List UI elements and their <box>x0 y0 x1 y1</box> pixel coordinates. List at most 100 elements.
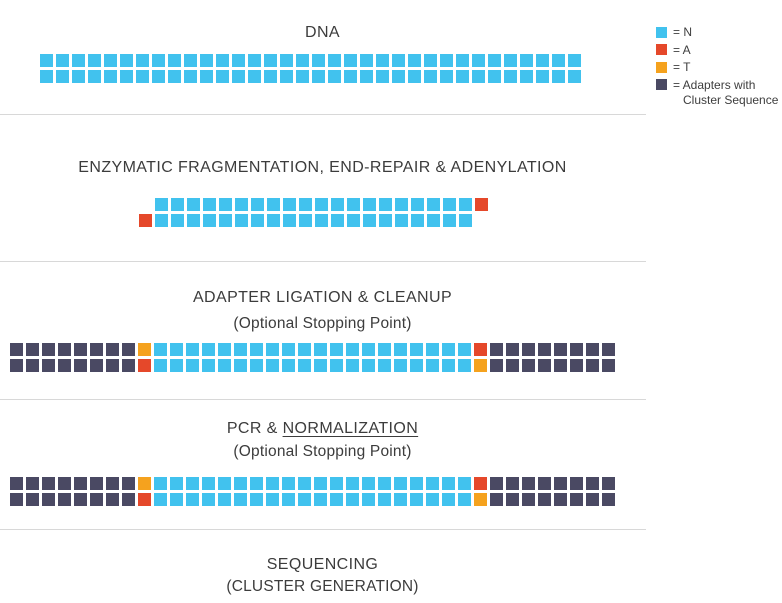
sequence-row <box>10 343 615 356</box>
base-square-n <box>568 70 581 83</box>
section-title-fragmentation: ENZYMATIC FRAGMENTATION, END-REPAIR & AD… <box>78 159 567 176</box>
base-square-n <box>184 54 197 67</box>
legend-label: = N <box>673 25 693 39</box>
base-square-n <box>186 343 199 356</box>
base-square-n <box>154 343 167 356</box>
base-square-ad <box>490 477 503 490</box>
ligation-sequence-rows <box>10 343 615 375</box>
base-square-ad <box>602 343 615 356</box>
base-square-n <box>219 214 232 227</box>
base-square-ad <box>122 477 135 490</box>
base-square-n <box>346 477 359 490</box>
base-square-n <box>104 54 117 67</box>
base-square-n <box>168 54 181 67</box>
base-square-ad <box>554 477 567 490</box>
base-square-n <box>330 343 343 356</box>
base-square-n <box>202 343 215 356</box>
base-square-n <box>170 493 183 506</box>
base-square-n <box>328 54 341 67</box>
base-square-ad <box>90 477 103 490</box>
legend-swatch-t <box>656 61 667 73</box>
section-divider <box>0 114 646 115</box>
base-square-n <box>520 54 533 67</box>
legend-swatch-a <box>656 44 667 56</box>
base-square-n <box>40 70 53 83</box>
base-square-n <box>458 493 471 506</box>
base-square-ad <box>506 343 519 356</box>
base-square-ad <box>90 359 103 372</box>
base-square-n <box>408 70 421 83</box>
base-square-n <box>235 198 248 211</box>
base-square-n <box>394 343 407 356</box>
base-square-ad <box>26 343 39 356</box>
base-square-n <box>299 214 312 227</box>
base-square-n <box>232 70 245 83</box>
base-square-n <box>152 70 165 83</box>
base-square-ad <box>74 477 87 490</box>
base-square-n <box>171 198 184 211</box>
legend-swatch-n <box>656 26 667 38</box>
base-square-n <box>282 477 295 490</box>
spacer <box>139 198 152 211</box>
sequence-row <box>40 54 581 67</box>
base-square-n <box>552 54 565 67</box>
base-square-n <box>347 214 360 227</box>
base-square-ad <box>42 477 55 490</box>
base-square-ad <box>122 359 135 372</box>
base-square-n <box>216 70 229 83</box>
base-square-n <box>328 70 341 83</box>
base-square-ad <box>10 343 23 356</box>
base-square-n <box>376 54 389 67</box>
base-square-n <box>88 54 101 67</box>
base-square-n <box>298 359 311 372</box>
base-square-n <box>283 198 296 211</box>
base-square-n <box>408 54 421 67</box>
section-divider <box>0 261 646 262</box>
base-square-n <box>312 70 325 83</box>
base-square-n <box>202 477 215 490</box>
base-square-n <box>376 70 389 83</box>
sequence-row <box>10 477 615 490</box>
base-square-n <box>154 493 167 506</box>
sequence-row <box>10 493 615 506</box>
base-square-n <box>280 54 293 67</box>
base-square-n <box>120 70 133 83</box>
base-square-n <box>442 359 455 372</box>
base-square-n <box>427 214 440 227</box>
base-square-ad <box>522 477 535 490</box>
sequence-row <box>139 198 488 211</box>
base-square-n <box>155 214 168 227</box>
base-square-n <box>88 70 101 83</box>
base-square-n <box>218 477 231 490</box>
base-square-n <box>234 493 247 506</box>
base-square-ad <box>10 493 23 506</box>
base-square-n <box>218 343 231 356</box>
base-square-n <box>314 477 327 490</box>
base-square-n <box>248 54 261 67</box>
legend-item-n: = N <box>656 26 778 39</box>
section-subtitle-adapter-ligation: (Optional Stopping Point) <box>233 315 412 332</box>
base-square-n <box>330 359 343 372</box>
base-square-n <box>312 54 325 67</box>
base-square-n <box>394 359 407 372</box>
base-square-n <box>72 70 85 83</box>
base-square-n <box>314 359 327 372</box>
base-square-a <box>474 477 487 490</box>
base-square-ad <box>42 493 55 506</box>
base-square-ad <box>602 477 615 490</box>
base-square-n <box>299 198 312 211</box>
pcr-title-prefix: PCR & <box>226 420 283 437</box>
base-square-ad <box>122 493 135 506</box>
sequence-row <box>10 359 615 372</box>
base-square-ad <box>570 493 583 506</box>
base-square-n <box>472 70 485 83</box>
base-square-n <box>202 493 215 506</box>
legend-label: = A <box>673 42 691 57</box>
base-square-ad <box>586 359 599 372</box>
base-square-n <box>472 54 485 67</box>
base-square-n <box>426 493 439 506</box>
base-square-n <box>440 70 453 83</box>
base-square-n <box>378 343 391 356</box>
legend-label-line2: Cluster Sequence <box>683 93 779 108</box>
base-square-ad <box>106 477 119 490</box>
